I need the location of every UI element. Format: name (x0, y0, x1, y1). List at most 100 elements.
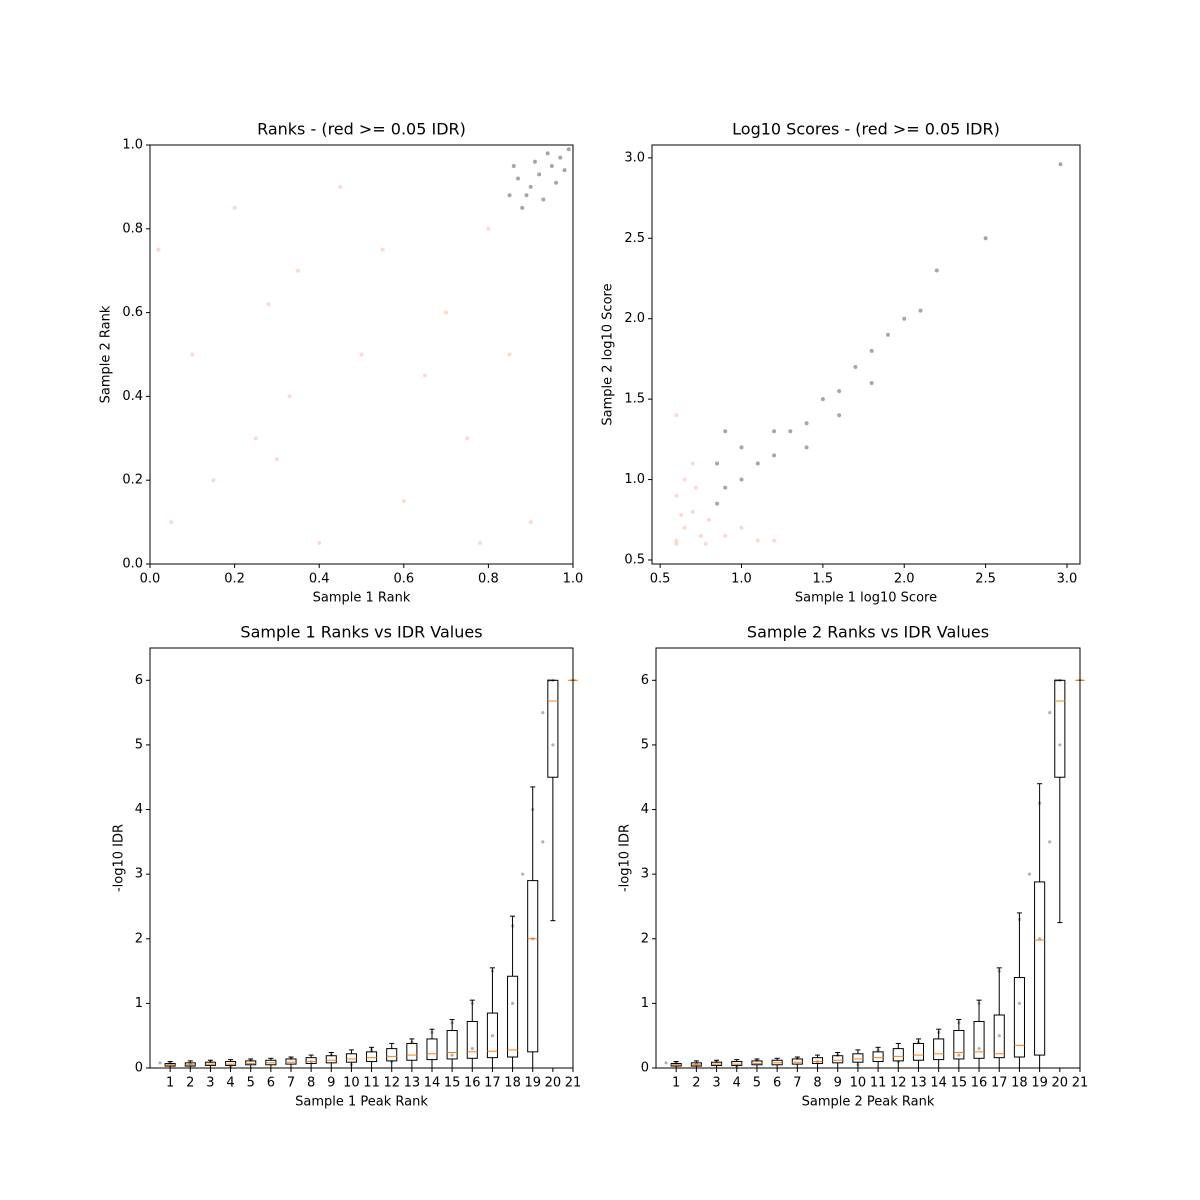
x-tick-label: 4 (226, 1076, 234, 1091)
scatter-point (739, 477, 744, 482)
scatter-point (507, 352, 512, 357)
y-tick-label: 3 (641, 867, 649, 882)
scatter-point (510, 1001, 515, 1005)
x-tick-label: 13 (910, 1076, 927, 1091)
scatter-point (902, 316, 907, 321)
x-tick-label: 2.0 (894, 572, 915, 587)
x-tick-label: 14 (930, 1076, 947, 1091)
x-tick-label: 17 (484, 1076, 501, 1091)
scatter-point (156, 247, 161, 252)
y-tick-label: 0.6 (122, 305, 143, 320)
scatter-point (723, 429, 728, 434)
x-tick-label: 3.0 (1057, 572, 1078, 587)
scatter-point (723, 533, 728, 538)
y-tick-label: 3.0 (624, 150, 645, 165)
box (751, 1060, 763, 1066)
x-tick-label: 0.2 (224, 572, 245, 587)
scatter-point (549, 163, 554, 168)
box (325, 1055, 337, 1064)
x-axis-label: Sample 1 log10 Score (795, 591, 937, 606)
x-tick-label: 7 (793, 1076, 801, 1091)
scatter-point (490, 1034, 495, 1038)
scatter-point (545, 151, 550, 156)
x-tick-label: 1 (166, 1076, 174, 1091)
x-tick-label: 11 (870, 1076, 887, 1091)
chart-title: Log10 Scores - (red >= 0.05 IDR) (732, 120, 1000, 139)
scatter-point (1017, 1001, 1022, 1005)
scatter-point (541, 711, 545, 715)
scatter-point (918, 308, 923, 313)
axes-frame (149, 647, 574, 1069)
y-tick-label: 1.0 (122, 138, 143, 153)
scatter-point (715, 461, 720, 466)
y-tick-label: 2.5 (624, 231, 645, 246)
scatter-point (1058, 743, 1062, 747)
box (993, 1014, 1005, 1059)
x-tick-label: 6 (267, 1076, 275, 1091)
scatter-point (528, 520, 533, 525)
y-tick-label: 6 (641, 673, 649, 688)
axes-frame (149, 144, 574, 565)
box (446, 1030, 458, 1060)
y-tick-label: 6 (135, 673, 143, 688)
y-tick-label: 3 (135, 867, 143, 882)
x-tick-label: 12 (383, 1076, 400, 1091)
x-tick-label: 2 (692, 1076, 700, 1091)
x-tick-label: 14 (424, 1076, 441, 1091)
x-tick-label: 7 (287, 1076, 295, 1091)
chart-title: Sample 1 Ranks vs IDR Values (240, 623, 482, 642)
scatter-point (470, 1047, 474, 1051)
scatter-point (190, 352, 195, 357)
x-tick-label: 8 (813, 1076, 821, 1091)
box (486, 1012, 498, 1059)
scatter-point (554, 180, 559, 185)
x-tick-label: 6 (773, 1076, 781, 1091)
scatter-point (232, 205, 237, 210)
scatter-point (537, 172, 542, 177)
y-tick-label: 1 (641, 996, 649, 1011)
scatter-point (566, 147, 571, 152)
scatter-point (739, 445, 744, 450)
scatter-point (266, 302, 271, 307)
scatter-point (211, 478, 216, 483)
box (872, 1051, 884, 1063)
box (832, 1055, 844, 1064)
scatter-point (562, 168, 567, 173)
scatter-point (516, 176, 521, 181)
x-tick-label: 2 (186, 1076, 194, 1091)
box (507, 975, 519, 1058)
scatter-point (1027, 872, 1032, 876)
scatter-point (558, 155, 563, 160)
scatter-point (253, 436, 258, 441)
box (973, 1020, 985, 1059)
scatter-point (1058, 162, 1063, 167)
scatter-point (477, 541, 482, 546)
x-axis-label: Sample 1 Peak Rank (295, 1095, 428, 1110)
scatter-point (957, 1053, 961, 1057)
scatter-point (1048, 840, 1052, 844)
scatter-point (169, 520, 174, 525)
scatter-point (869, 381, 874, 386)
scatter-point (401, 499, 406, 504)
x-tick-label: 13 (404, 1076, 421, 1091)
scatter-point (682, 477, 687, 482)
scatter-point (507, 193, 512, 198)
y-tick-label: 1 (135, 996, 143, 1011)
scatter-point (772, 429, 777, 434)
box (953, 1030, 965, 1060)
x-tick-label: 0.5 (650, 572, 671, 587)
scatter-point (450, 1053, 454, 1057)
box (466, 1020, 478, 1059)
x-tick-label: 17 (991, 1076, 1008, 1091)
x-tick-label: 4 (733, 1076, 741, 1091)
box (345, 1053, 357, 1063)
y-axis-label: Sample 2 Rank (99, 305, 114, 403)
scatter-point (820, 397, 825, 402)
scatter-point (739, 525, 744, 530)
box (1013, 977, 1025, 1058)
scatter-point (755, 538, 760, 543)
y-tick-label: 4 (641, 802, 649, 817)
scatter-point (869, 348, 874, 353)
scatter-point (158, 1061, 162, 1065)
box (245, 1060, 257, 1066)
